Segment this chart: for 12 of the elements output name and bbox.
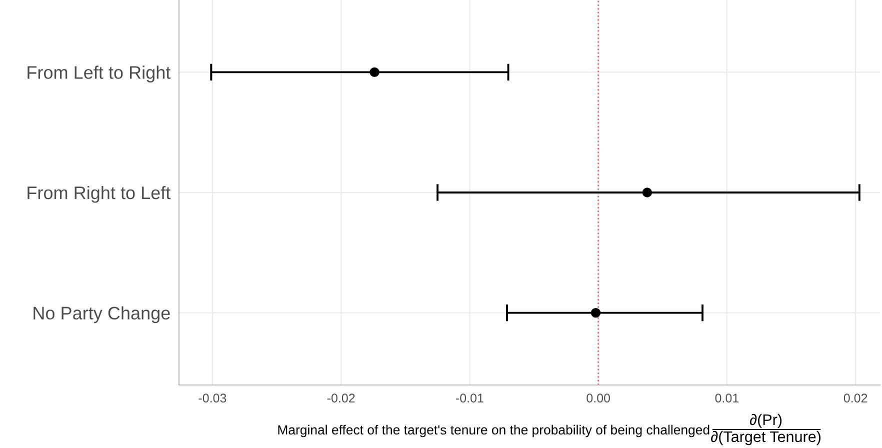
x-tick-label: 0.02 [844, 394, 868, 403]
x-tick-label: 0.00 [586, 394, 610, 403]
x-tick-label: -0.02 [327, 394, 355, 403]
y-tick-label: From Left to Right [28, 66, 171, 82]
x-tick-label: -0.01 [456, 394, 484, 403]
y-tick-label: From Right to Left [28, 186, 171, 203]
text: ∂(Target Tenure) [710, 430, 820, 446]
x-tick-label: -0.03 [198, 394, 226, 403]
y-tick-label: No Party Change [34, 306, 170, 324]
x-tick-label: 0.01 [715, 394, 738, 403]
text: ∂(Pr) [750, 414, 782, 428]
x-axis-title: Marginal effect of the target's tenure on the probability of being challenged [278, 424, 710, 438]
